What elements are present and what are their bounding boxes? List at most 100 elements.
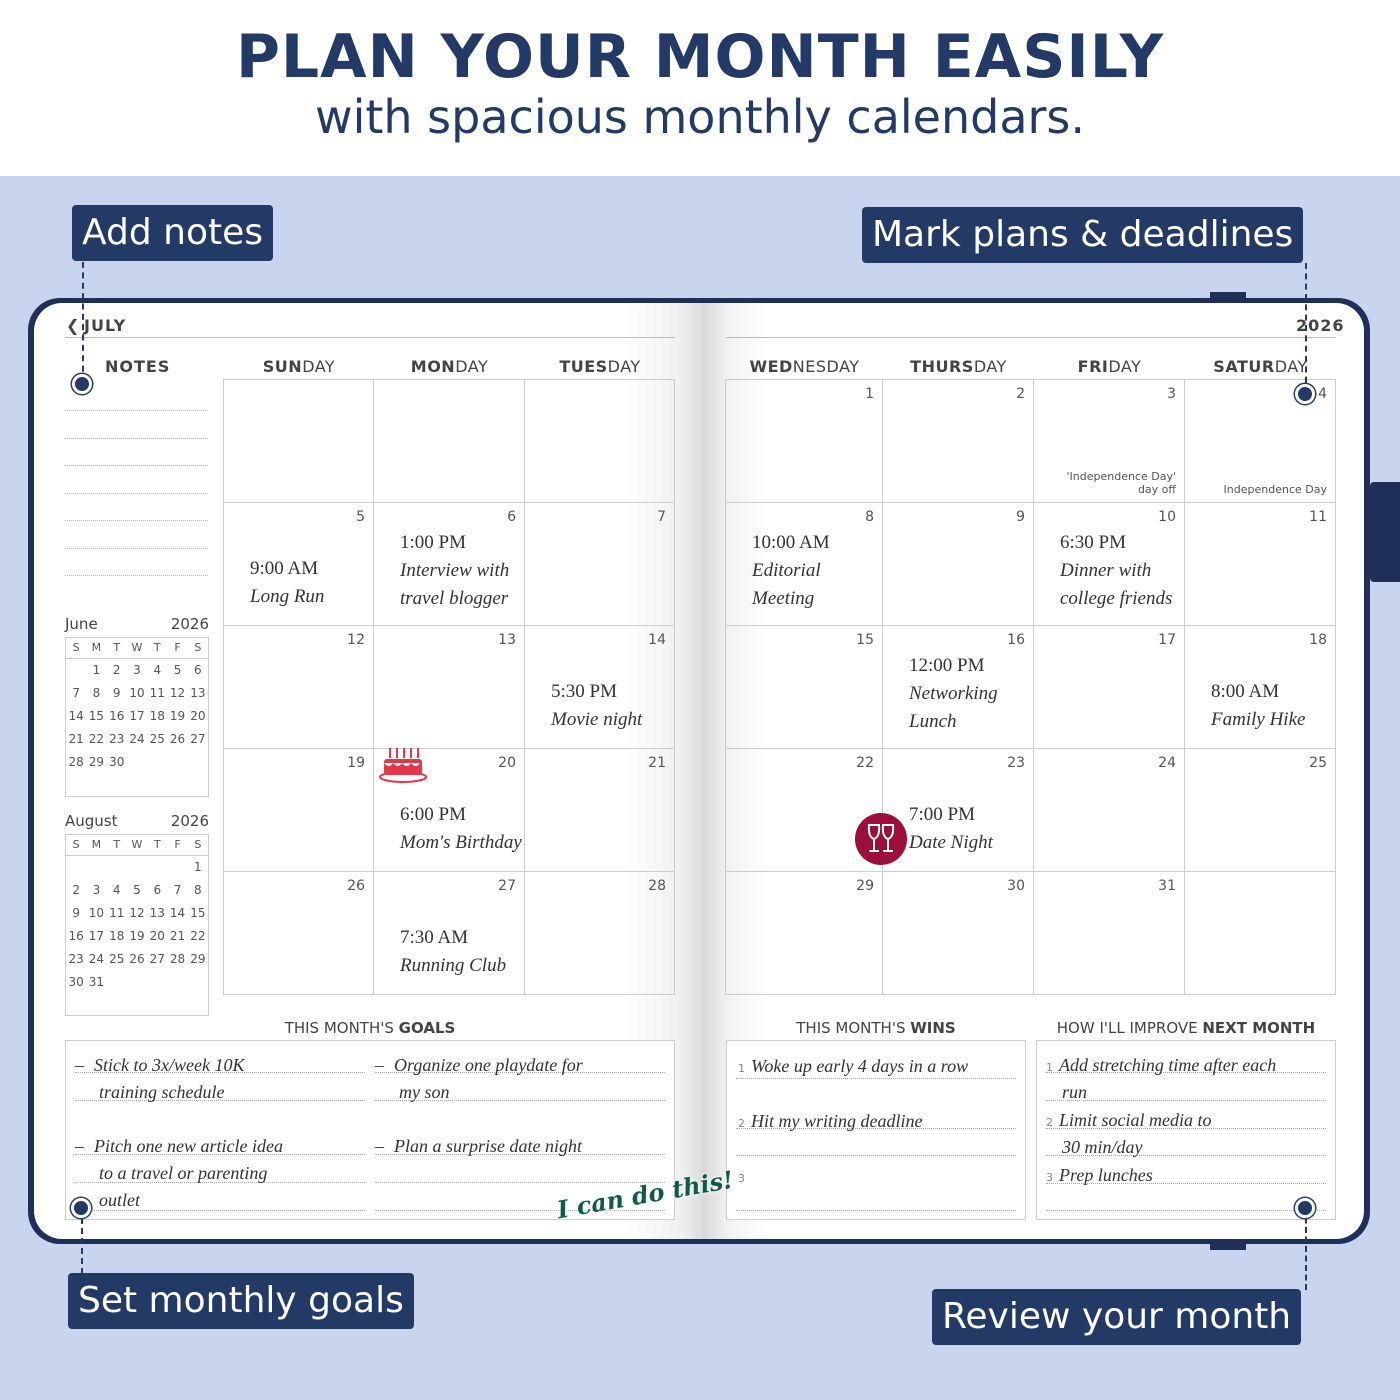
event-line: Networking — [909, 683, 998, 704]
heading-text: HOW I'LL IMPROVE — [1056, 1019, 1203, 1037]
weekday: S — [194, 838, 202, 851]
calendar-day-cell[interactable]: 11 — [1184, 502, 1336, 626]
day-number: 1 — [865, 386, 874, 402]
mini-day: 28 — [169, 952, 186, 966]
improve-line — [1046, 1210, 1326, 1211]
calendar-day-cell[interactable]: 30 — [882, 871, 1034, 995]
bullet: – — [375, 1136, 384, 1156]
goal-text: Organize one playdate for — [394, 1055, 583, 1075]
item-number: 3 — [738, 1172, 745, 1185]
item-number: 1 — [738, 1062, 745, 1075]
day-header-bold: WED — [749, 357, 793, 376]
mini-day: 22 — [88, 732, 105, 746]
mini-day: 16 — [68, 929, 84, 943]
improve-line — [1046, 1100, 1326, 1101]
item-line: 1 Woke up early 4 days in a row — [738, 1053, 968, 1080]
calendar-day-cell[interactable]: 13 — [373, 625, 525, 749]
goal-line — [375, 1072, 665, 1073]
calendar-day-cell[interactable]: 16 12:00 PM Networking Lunch — [882, 625, 1034, 749]
week-row: 21 22 23 24 25 26 27 — [66, 728, 208, 751]
calendar-day-cell[interactable]: 31 — [1033, 871, 1185, 995]
event-line: 7:00 PM — [909, 804, 975, 825]
item-line: 30 min/day — [1046, 1134, 1212, 1161]
mini-day: 7 — [72, 686, 80, 700]
calendar-day-cell[interactable] — [1184, 871, 1336, 995]
callout-dot — [72, 374, 92, 394]
day-number: 18 — [1309, 632, 1327, 648]
calendar-day-cell[interactable]: 8 10:00 AM Editorial Meeting — [725, 502, 883, 626]
mini-day: 22 — [190, 929, 206, 943]
subheadline: with spacious monthly calendars. — [314, 90, 1086, 144]
calendar-day-cell[interactable]: 3 'Independence Day' day off — [1033, 379, 1185, 503]
item-text: Add stretching time after each — [1059, 1055, 1277, 1075]
goal-line — [75, 1210, 365, 1211]
calendar-day-cell[interactable]: 27 7:30 AM Running Club — [373, 871, 525, 995]
calendar-day-cell[interactable]: 25 — [1184, 748, 1336, 872]
calendar-day-cell[interactable]: 6 1:00 PM Interview with travel blogger — [373, 502, 525, 626]
mini-day: 1 — [194, 860, 202, 874]
headline: PLAN YOUR MONTH EASILY — [235, 22, 1165, 92]
day-number: 2 — [1016, 386, 1025, 402]
item-line: 3 Prep lunches — [1046, 1162, 1153, 1189]
calendar-day-cell[interactable]: 7 — [524, 502, 675, 626]
mini-day: 17 — [129, 709, 145, 723]
improve-line — [1046, 1072, 1326, 1073]
goal-item: – Pitch one new article idea to a travel o… — [75, 1133, 283, 1214]
event-line: Meeting — [752, 588, 815, 609]
calendar-day-cell[interactable]: 9 — [882, 502, 1034, 626]
calendar-day-cell[interactable]: 15 — [725, 625, 883, 749]
calendar-day-cell[interactable] — [524, 379, 675, 503]
calendar-day-cell[interactable]: 29 — [725, 871, 883, 995]
mini-day — [167, 856, 187, 879]
calendar-day-cell[interactable]: 28 — [524, 871, 675, 995]
calendar-day-cell[interactable]: 2 — [882, 379, 1034, 503]
calendar-day-cell[interactable]: 10 6:30 PM Dinner with college friends — [1033, 502, 1185, 626]
event-line: 8:00 AM — [1211, 681, 1280, 702]
item-text: 30 min/day — [1062, 1137, 1143, 1157]
day-number: 20 — [498, 755, 516, 771]
mini-day: 29 — [88, 755, 105, 769]
calendar-day-cell[interactable]: 17 — [1033, 625, 1185, 749]
week-row: 28 29 30 — [66, 751, 208, 774]
mini-day — [147, 971, 167, 994]
calendar-day-cell[interactable]: 23 7:00 PM Date Night — [855, 748, 1034, 872]
calendar-day-cell[interactable]: 24 — [1033, 748, 1185, 872]
mini-day: 10 — [129, 686, 145, 700]
calendar-day-cell[interactable]: 21 — [524, 748, 675, 872]
event-entry: 8:00 AM Family Hike — [1211, 678, 1305, 734]
wins-item: 3 — [738, 1163, 751, 1190]
calendar-day-cell[interactable] — [223, 379, 374, 503]
mini-day: 11 — [149, 686, 165, 700]
divider — [726, 337, 1336, 338]
mini-day: 2 — [112, 663, 121, 677]
calendar-day-cell[interactable]: 20 6:00 PM Mom's Birthday — [373, 748, 525, 872]
wins-item: 2 Hit my writing deadline — [738, 1108, 922, 1135]
goal-text-line: – Organize one playdate for — [375, 1052, 583, 1079]
day-number: 4 — [1318, 386, 1327, 402]
calendar-day-cell[interactable]: 12 — [223, 625, 374, 749]
mini-day: 11 — [109, 906, 125, 920]
goal-text: outlet — [99, 1190, 140, 1210]
event-line: 10:00 AM — [752, 532, 830, 553]
calendar-day-cell[interactable]: 14 5:30 PM Movie night — [524, 625, 675, 749]
weekday: M — [91, 838, 102, 851]
mini-day: 4 — [112, 883, 121, 897]
calendar-day-cell[interactable]: 5 9:00 AM Long Run — [223, 502, 374, 626]
mini-day: 20 — [149, 929, 165, 943]
day-header-rest: DAY — [607, 357, 641, 376]
calendar-day-cell[interactable]: 1 — [725, 379, 883, 503]
day-header: WEDNESDAY — [726, 357, 883, 376]
calendar-day-cell[interactable]: 19 — [223, 748, 374, 872]
event-entry: 7:00 PM Date Night — [909, 801, 993, 857]
calendar-day-cell[interactable] — [373, 379, 525, 503]
goal-text: Stick to 3x/week 10K — [94, 1055, 245, 1075]
day-number: 5 — [356, 509, 365, 525]
calendar-day-cell[interactable]: 4 Independence Day — [1184, 379, 1336, 503]
item-text: run — [1062, 1082, 1088, 1102]
day-header-bold: FRI — [1077, 357, 1109, 376]
calendar-day-cell[interactable]: 18 8:00 AM Family Hike — [1184, 625, 1336, 749]
calendar-day-cell[interactable]: 26 — [223, 871, 374, 995]
improve-item: 3 Prep lunches — [1046, 1162, 1153, 1189]
